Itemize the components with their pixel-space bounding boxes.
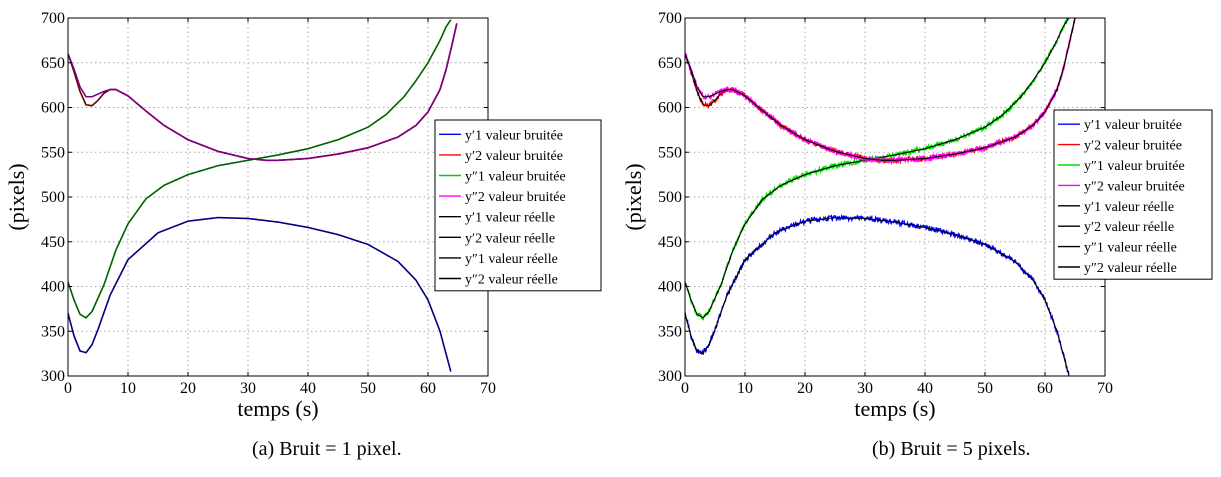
- chart-b-svg: 0 10 20 30 40 50 60 70 300 350 400 450 500 550 600 650 7…: [615, 0, 1221, 430]
- legend-label: y′1 valeur réelle: [465, 211, 555, 226]
- y-tick-label: 450: [41, 234, 65, 251]
- y-tick-label: 550: [658, 144, 682, 161]
- legend-label: y′1 valeur réelle: [1084, 200, 1174, 215]
- x-tick-label: 40: [300, 380, 316, 397]
- x-tick-label: 50: [977, 380, 993, 397]
- y-tick-label: 700: [41, 10, 65, 27]
- legend-label: y″1 valeur bruitée: [465, 170, 566, 185]
- chart-panel-a: 0 10 20 30 40 50 60 70 300 350 400 450 500 550 600 650 7…: [0, 0, 610, 477]
- legend-label: y″2 valeur réelle: [465, 273, 558, 288]
- y-tick-label: 350: [658, 323, 682, 340]
- legend-label: y′2 valeur bruitée: [1084, 139, 1182, 154]
- y-tick-label: 400: [658, 279, 682, 296]
- x-tick-label: 10: [120, 380, 136, 397]
- legend-label: y′1 valeur bruitée: [465, 128, 563, 143]
- x-tick-label: 70: [1097, 380, 1113, 397]
- x-tick-label: 70: [480, 380, 496, 397]
- legend-label: y′1 valeur bruitée: [1084, 118, 1182, 133]
- legend-label: y″2 valeur réelle: [1084, 261, 1177, 276]
- y-tick-label: 650: [41, 55, 65, 72]
- legend-label: y″2 valeur bruitée: [465, 190, 566, 205]
- x-tick-label: 60: [1037, 380, 1053, 397]
- x-tick-label: 40: [917, 380, 933, 397]
- y-tick-label: 550: [41, 144, 65, 161]
- y-axis-label: (pixels): [621, 163, 646, 230]
- x-tick-label: 0: [64, 380, 72, 397]
- x-tick-label: 0: [681, 380, 689, 397]
- x-tick-label: 60: [420, 380, 436, 397]
- x-axis-label: temps (s): [237, 396, 318, 421]
- legend-label: y″1 valeur réelle: [1084, 241, 1177, 256]
- y-tick-label: 400: [41, 279, 65, 296]
- legend-label: y″2 valeur bruitée: [1084, 179, 1185, 194]
- y-tick-label: 700: [658, 10, 682, 27]
- x-tick-label: 20: [180, 380, 196, 397]
- x-axis-label: temps (s): [854, 396, 935, 421]
- legend-label: y′2 valeur bruitée: [465, 149, 563, 164]
- y-tick-label: 300: [658, 368, 682, 385]
- legend-label: y′2 valeur réelle: [1084, 220, 1174, 235]
- chart-panel-b: 0 10 20 30 40 50 60 70 300 350 400 450 500 550 600 650 7…: [615, 0, 1221, 477]
- legend-label: y′2 valeur réelle: [465, 231, 555, 246]
- chart-a-svg: 0 10 20 30 40 50 60 70 300 350 400 450 500 550 600 650 7…: [0, 0, 610, 430]
- y-tick-label: 600: [41, 100, 65, 117]
- y-tick-label: 500: [658, 189, 682, 206]
- y-tick-label: 600: [658, 100, 682, 117]
- y-axis-label: (pixels): [4, 163, 29, 230]
- caption-a: (a) Bruit = 1 pixel.: [252, 438, 402, 461]
- x-tick-label: 10: [737, 380, 753, 397]
- caption-b: (b) Bruit = 5 pixels.: [872, 438, 1031, 461]
- y-tick-label: 500: [41, 189, 65, 206]
- x-tick-label: 30: [240, 380, 256, 397]
- x-tick-label: 50: [360, 380, 376, 397]
- legend: y′1 valeur bruitée y′2 valeur bruitée y″1 …: [1054, 110, 1212, 279]
- y-tick-label: 450: [658, 234, 682, 251]
- x-tick-label: 20: [797, 380, 813, 397]
- x-tick-label: 30: [857, 380, 873, 397]
- legend: y′1 valeur bruitée y′2 valeur bruitée y″1 …: [435, 120, 601, 291]
- y-tick-label: 350: [41, 323, 65, 340]
- y-tick-label: 650: [658, 55, 682, 72]
- legend-label: y″1 valeur réelle: [465, 252, 558, 267]
- y-tick-label: 300: [41, 368, 65, 385]
- legend-label: y″1 valeur bruitée: [1084, 159, 1185, 174]
